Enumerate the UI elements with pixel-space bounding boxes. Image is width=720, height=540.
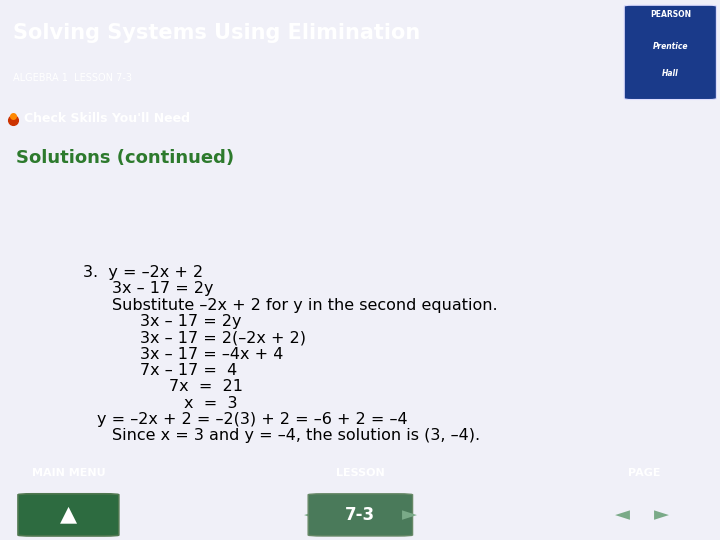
Text: Hall: Hall (662, 69, 679, 78)
Text: 3.  y = –2x + 2: 3. y = –2x + 2 (83, 265, 203, 280)
FancyBboxPatch shape (18, 494, 119, 536)
Text: Substitute –2x + 2 for y in the second equation.: Substitute –2x + 2 for y in the second e… (112, 298, 498, 313)
Text: Solutions (continued): Solutions (continued) (16, 150, 234, 167)
Text: Since x = 3 and y = –4, the solution is (3, –4).: Since x = 3 and y = –4, the solution is … (112, 429, 480, 443)
Text: ▲: ▲ (60, 504, 77, 524)
Text: 3x – 17 = 2y: 3x – 17 = 2y (140, 314, 242, 329)
FancyBboxPatch shape (624, 5, 716, 99)
Text: 7x – 17 =  4: 7x – 17 = 4 (140, 363, 238, 378)
Text: ►: ► (402, 505, 416, 524)
Text: Prentice: Prentice (652, 42, 688, 51)
Text: ◄: ◄ (304, 505, 318, 524)
Text: 7x  =  21: 7x = 21 (169, 380, 243, 394)
Text: PAGE: PAGE (628, 468, 661, 478)
Text: PEARSON: PEARSON (649, 10, 691, 19)
Text: 7-3: 7-3 (345, 506, 375, 524)
Text: x  =  3: x = 3 (184, 396, 237, 411)
Text: Check Skills You'll Need: Check Skills You'll Need (24, 112, 190, 125)
Text: ►: ► (654, 505, 668, 524)
Text: LESSON: LESSON (336, 468, 384, 478)
Text: 3x – 17 = 2(–2x + 2): 3x – 17 = 2(–2x + 2) (140, 330, 307, 346)
FancyBboxPatch shape (308, 494, 413, 536)
Text: ◄: ◄ (616, 505, 630, 524)
Text: 3x – 17 = –4x + 4: 3x – 17 = –4x + 4 (140, 347, 284, 362)
Text: Solving Systems Using Elimination: Solving Systems Using Elimination (13, 23, 420, 43)
Text: MAIN MENU: MAIN MENU (32, 468, 105, 478)
Text: 3x – 17 = 2y: 3x – 17 = 2y (112, 281, 213, 296)
Text: ALGEBRA 1  LESSON 7-3: ALGEBRA 1 LESSON 7-3 (13, 73, 132, 83)
Text: y = –2x + 2 = –2(3) + 2 = –6 + 2 = –4: y = –2x + 2 = –2(3) + 2 = –6 + 2 = –4 (97, 412, 408, 427)
